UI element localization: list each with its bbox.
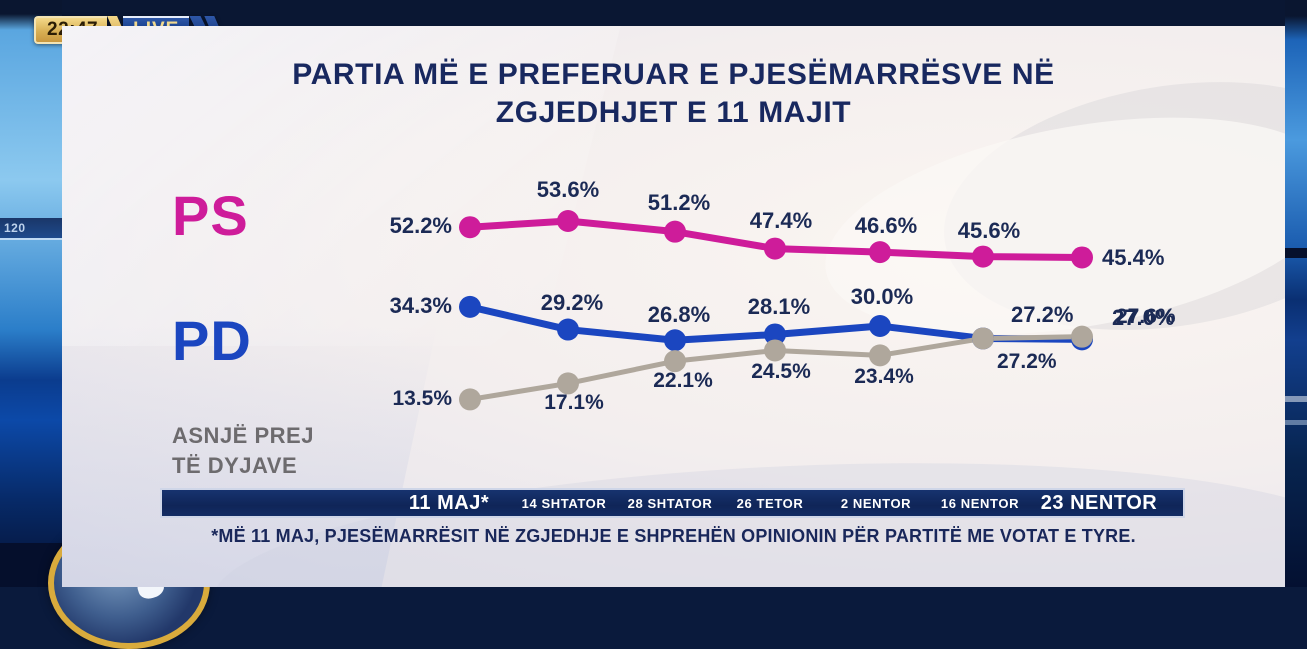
data-point [869,241,891,264]
data-label: 47.4% [749,207,813,233]
data-point [459,216,481,239]
axis-tick-label: 23 NENTOR [1040,491,1158,514]
axis-tick-label: 26 TETOR [736,495,804,511]
data-point [1071,325,1093,348]
data-point [664,220,686,243]
axis-tick-label: 16 NENTOR [940,495,1020,511]
data-point [664,350,686,373]
data-label: 24.5% [751,360,811,384]
data-label: 52.2% [389,213,452,239]
studio-right-light-panel [1283,0,1307,587]
data-label: 45.4% [1102,245,1165,271]
data-label: 27.2% [1011,302,1074,328]
data-point [459,295,481,318]
data-point [869,344,891,367]
axis-tick-label: 14 SHTATOR [521,495,607,511]
series-label-none: ASNJË PREJ TË DYJAVE [172,421,314,480]
data-point [764,323,786,346]
title-line-1: PARTIA MË E PREFERUAR E PJESËMARRËSVE NË [292,58,1055,91]
axis-tick-label: 11 MAJ* [408,491,490,514]
data-label: 27.6% [1116,304,1176,328]
axis-tick-label: 28 SHTATOR [627,495,713,511]
background-channel-number: 120 [4,221,26,235]
series-label-none-line1: ASNJË PREJ [172,423,314,448]
studio-right-accent-1 [1283,248,1307,258]
studio-right-accent-3 [1283,420,1307,425]
data-label: 28.1% [747,294,811,320]
poll-graphic-panel: PARTIA MË E PREFERUAR E PJESËMARRËSVE NË… [62,26,1285,587]
series-label-none-line2: TË DYJAVE [172,452,298,478]
axis-tick-label: 2 NENTOR [840,495,912,511]
background-channel-strip: 120 [0,218,62,240]
data-label: 34.3% [389,292,452,318]
data-point [972,245,994,268]
x-axis-bar: 11 MAJ* 14 SHTATOR 28 SHTATOR 26 TETOR 2 NEN… [160,488,1185,518]
title-line-2: ZGJEDHJET E 11 MAJIT [495,96,852,130]
studio-right-accent-2 [1283,396,1307,402]
studio-left-light-panel [0,0,70,587]
data-label: 29.2% [540,289,604,315]
data-label: 51.2% [647,189,711,215]
data-point [1071,246,1093,269]
data-label: 17.1% [544,391,604,415]
series-label-pd: PD [172,309,252,372]
data-label: 22.1% [653,369,713,393]
data-label: 27.0% [1112,305,1175,331]
data-point [764,237,786,260]
studio-top-bar [62,0,1285,26]
series-label-ps: PS [172,184,249,247]
data-point [869,315,891,337]
footnote: *MË 11 MAJ, PJESËMARRËSIT NË ZGJEDHJE E … [211,526,1136,546]
data-label: 46.6% [854,213,918,239]
data-label: 53.6% [536,176,600,202]
data-point [764,339,786,362]
data-label: 13.5% [392,387,452,411]
data-label: 30.0% [850,284,914,309]
data-label: 26.8% [647,302,711,328]
data-point [557,209,579,232]
line-chart [459,209,1093,411]
data-label: 45.6% [957,217,1021,243]
data-point [972,327,994,350]
data-point [664,329,686,352]
data-label: 27.2% [997,350,1057,374]
data-label: 23.4% [854,365,914,389]
data-point [459,388,481,411]
data-point [557,372,579,395]
data-point [557,318,579,341]
page-title: PARTIA MË E PREFERUAR E PJESËMARRËSVE NË… [62,56,1285,133]
